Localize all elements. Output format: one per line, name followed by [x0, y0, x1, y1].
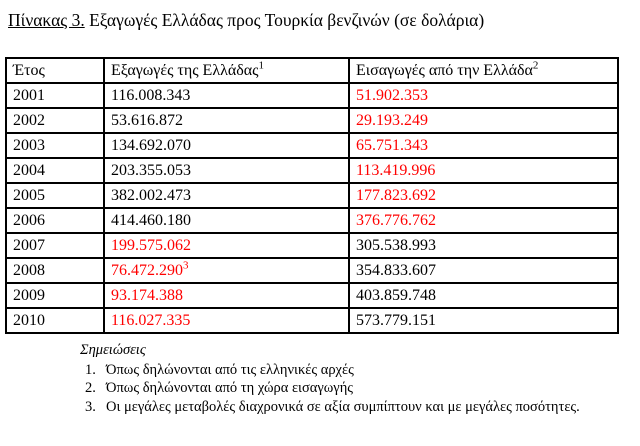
imports-cell: 305.538.993: [348, 232, 619, 259]
page-title-rest: Εξαγωγές Ελλάδας προς Τουρκία βενζινών (…: [84, 10, 485, 30]
note-item: 1. Όπως δηλώνονται από τις ελληνικές αρχέ…: [85, 362, 640, 380]
table-body: 2001 116.008.343 51.902.353 2002 53.616.872 2…: [5, 82, 619, 334]
table-row: 2001 116.008.343 51.902.353: [5, 82, 619, 109]
note-text: Οι μεγάλες μεταβολές διαχρονικά σε αξία …: [106, 398, 580, 415]
imports-cell: 29.193.249: [348, 107, 619, 134]
year-cell: 2002: [5, 107, 105, 134]
imports-cell: 573.779.151: [348, 307, 619, 334]
imports-column-header: Εισαγωγές από την Ελλάδα2: [348, 57, 619, 84]
note-number: 1.: [85, 361, 96, 378]
year-cell: 2008: [5, 257, 105, 284]
year-header-label: Έτος: [13, 62, 45, 79]
exports-cell: 116.008.343: [103, 82, 350, 109]
exports-cell: 116.027.335: [103, 307, 350, 334]
imports-cell: 177.823.692: [348, 182, 619, 209]
note-text: Όπως δηλώνονται από τη χώρα εισαγωγής: [106, 380, 354, 396]
table-row: 2004 203.355.053 113.419.996: [5, 157, 619, 184]
notes-list: 1. Όπως δηλώνονται από τις ελληνικές αρχέ…: [80, 362, 640, 417]
note-text: Όπως δηλώνονται από τις ελληνικές αρχές: [106, 361, 354, 378]
exports-cell: 53.616.872: [103, 107, 350, 134]
header-row: Έτος Εξαγωγές της Ελλάδας1 Εισαγωγές από…: [5, 57, 619, 84]
year-cell: 2003: [5, 132, 105, 159]
exports-cell: 203.355.053: [103, 157, 350, 184]
cell-footnote-ref: 3: [183, 259, 189, 272]
table-row: 2008 76.472.2903 354.833.607: [5, 257, 619, 284]
page-title-label: Πίνακας 3.: [8, 10, 85, 30]
imports-cell: 65.751.343: [348, 132, 619, 159]
year-cell: 2007: [5, 232, 105, 259]
exports-table: Έτος Εξαγωγές της Ελλάδας1 Εισαγωγές από…: [5, 57, 619, 334]
exports-cell: 134.692.070: [103, 132, 350, 159]
table-row: 2009 93.174.388 403.859.748: [5, 282, 619, 309]
imports-cell: 354.833.607: [348, 257, 619, 284]
exports-cell: 382.002.473: [103, 182, 350, 209]
exports-cell: 76.472.2903: [103, 257, 350, 284]
note-number: 3.: [85, 398, 96, 415]
year-cell: 2001: [5, 82, 105, 109]
year-cell: 2005: [5, 182, 105, 209]
table-row: 2010 116.027.335 573.779.151: [5, 307, 619, 334]
exports-header-footnote-ref: 1: [258, 59, 264, 72]
exports-header-label: Εξαγωγές της Ελλάδας: [111, 62, 259, 79]
table-row: 2003 134.692.070 65.751.343: [5, 132, 619, 159]
note-item: 2. Όπως δηλώνονται από τη χώρα εισαγωγής: [85, 380, 640, 398]
imports-cell: 113.419.996: [348, 157, 619, 184]
notes-heading: Σημειώσεις: [80, 342, 146, 358]
exports-column-header: Εξαγωγές της Ελλάδας1: [103, 57, 350, 84]
imports-header-footnote-ref: 2: [532, 59, 539, 72]
table-row: 2005 382.002.473 177.823.692: [5, 182, 619, 209]
note-item: 3. Οι μεγάλες μεταβολές διαχρονικά σε αξί…: [85, 399, 640, 417]
year-column-header: Έτος: [5, 57, 105, 84]
notes-section: Σημειώσεις 1. Όπως δηλώνονται από τις ελλ…: [80, 342, 640, 416]
imports-cell: 51.902.353: [348, 82, 619, 109]
imports-cell: 403.859.748: [348, 282, 619, 309]
year-cell: 2004: [5, 157, 105, 184]
exports-cell: 199.575.062: [103, 232, 350, 259]
exports-cell: 414.460.180: [103, 207, 350, 234]
exports-cell: 93.174.388: [103, 282, 350, 309]
table-row: 2006 414.460.180 376.776.762: [5, 207, 619, 234]
note-number: 2.: [85, 380, 96, 396]
year-cell: 2006: [5, 207, 105, 234]
imports-cell: 376.776.762: [348, 207, 619, 234]
table-row: 2002 53.616.872 29.193.249: [5, 107, 619, 134]
year-cell: 2009: [5, 282, 105, 309]
table-row: 2007 199.575.062 305.538.993: [5, 232, 619, 259]
page-title: Πίνακας 3. Εξαγωγές Ελλάδας προς Τουρκία…: [0, 0, 640, 31]
year-cell: 2010: [5, 307, 105, 334]
imports-header-label: Εισαγωγές από την Ελλάδα: [356, 62, 533, 79]
